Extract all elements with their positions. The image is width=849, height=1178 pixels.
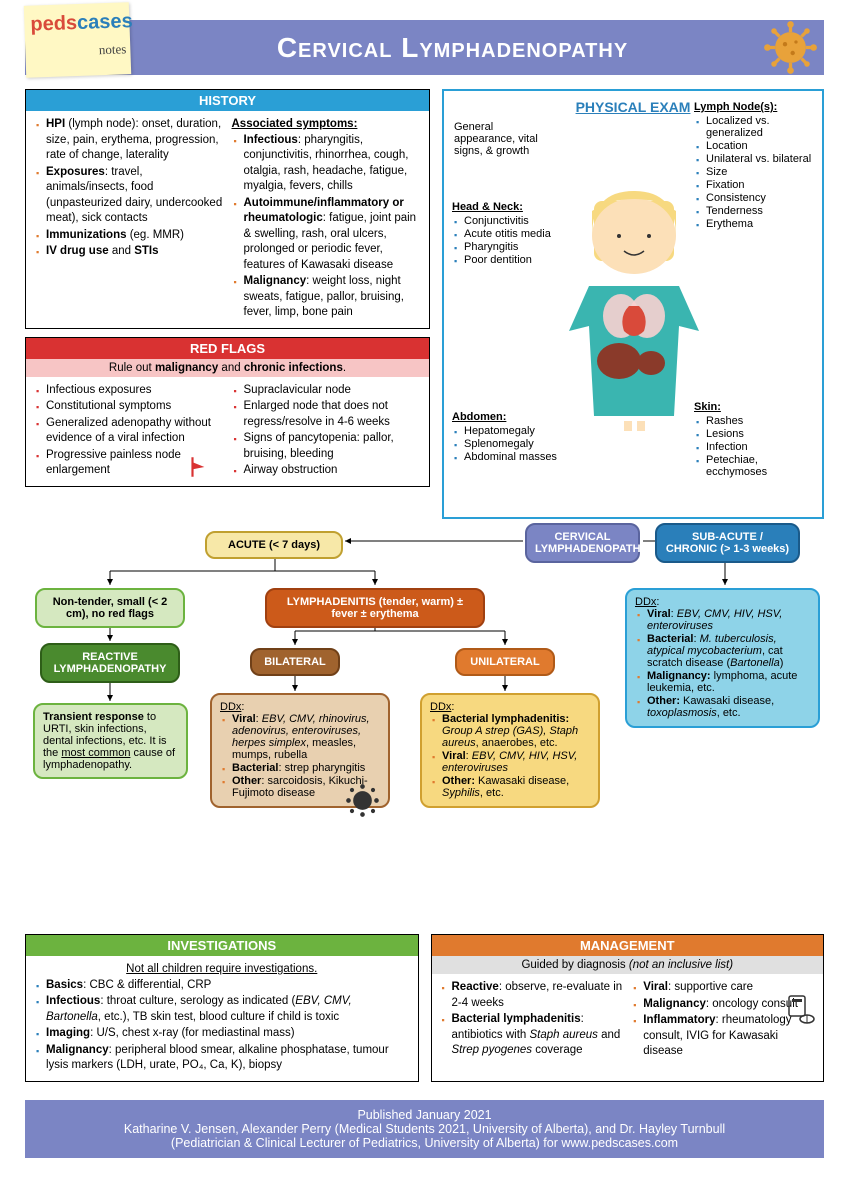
footer-line3: (Pediatrician & Clinical Lecturer of Ped… [33, 1136, 816, 1150]
logo: pedscases notes [24, 2, 131, 78]
flow-chronic: SUB-ACUTE / CHRONIC (> 1-3 weeks) [655, 523, 800, 563]
flow-unilateral-b: DDx:Bacterial lymphadenitis: Group A str… [420, 693, 600, 808]
logo-peds: peds [30, 12, 77, 36]
footer-line1: Published January 2021 [33, 1108, 816, 1122]
invest-header: INVESTIGATIONS [26, 935, 418, 956]
redflags-header: RED FLAGS [26, 338, 429, 359]
virus-small-icon [345, 783, 380, 818]
flow-root: CERVICAL LYMPHADENOPATHY [525, 523, 640, 563]
history-box: HISTORY HPI (lymph node): onset, duratio… [25, 89, 430, 329]
flow-reactive-b: Transient response to URTI, skin infecti… [33, 703, 188, 779]
redflags-sub: Rule out malignancy and chronic infectio… [26, 359, 429, 377]
flow-nontender: Non-tender, small (< 2 cm), no red flags [35, 588, 185, 628]
logo-notes: notes [25, 41, 130, 61]
title-bar: pedscases notes Cervical Lymphadenopathy [25, 20, 824, 75]
flow-chronic-b: DDx:Viral: EBV, CMV, HIV, HSV, enterovir… [625, 588, 820, 728]
pe-head: Head & Neck:ConjunctivitisAcute otitis m… [452, 201, 572, 267]
flow-bilateral-h: BILATERAL [250, 648, 340, 676]
investigations-box: INVESTIGATIONS Not all children require … [25, 934, 419, 1082]
mgmt-header: MANAGEMENT [432, 935, 824, 956]
pills-icon [785, 994, 817, 1026]
flow-lymphadenitis: LYMPHADENITIS (tender, warm) ± fever ± e… [265, 588, 485, 628]
logo-cases: cases [77, 10, 133, 34]
virus-icon [763, 20, 818, 75]
history-header: HISTORY [26, 90, 429, 111]
child-anatomy-illustration [559, 151, 709, 431]
flowchart: CERVICAL LYMPHADENOPATHY ACUTE (< 7 days… [25, 523, 824, 928]
redflags-box: RED FLAGS Rule out malignancy and chroni… [25, 337, 430, 487]
physical-exam-box: PHYSICAL EXAM General appearance, vital … [442, 89, 824, 519]
pe-abdomen: Abdomen:HepatomegalySplenomegalyAbdomina… [452, 411, 572, 464]
flow-unilateral-h: UNILATERAL [455, 648, 555, 676]
flow-acute: ACUTE (< 7 days) [205, 531, 343, 559]
pe-skin: Skin:RashesLesionsInfectionPetechiae, ec… [694, 401, 814, 479]
pe-general: General appearance, vital signs, & growt… [454, 121, 554, 157]
invest-sub: Not all children require investigations. [34, 962, 410, 978]
mgmt-sub: Guided by diagnosis (not an inclusive li… [432, 956, 824, 974]
management-box: MANAGEMENT Guided by diagnosis (not an i… [431, 934, 825, 1082]
page-title: Cervical Lymphadenopathy [142, 32, 763, 64]
flow-reactive-h: REACTIVE LYMPHADENOPATHY [40, 643, 180, 683]
footer: Published January 2021 Katharine V. Jens… [25, 1100, 824, 1158]
assoc-symptoms-title: Associated symptoms: [232, 118, 358, 130]
pe-lymph: Lymph Node(s):Localized vs. generalizedL… [694, 101, 814, 231]
footer-line2: Katharine V. Jensen, Alexander Perry (Me… [33, 1122, 816, 1136]
flag-icon [186, 454, 212, 480]
